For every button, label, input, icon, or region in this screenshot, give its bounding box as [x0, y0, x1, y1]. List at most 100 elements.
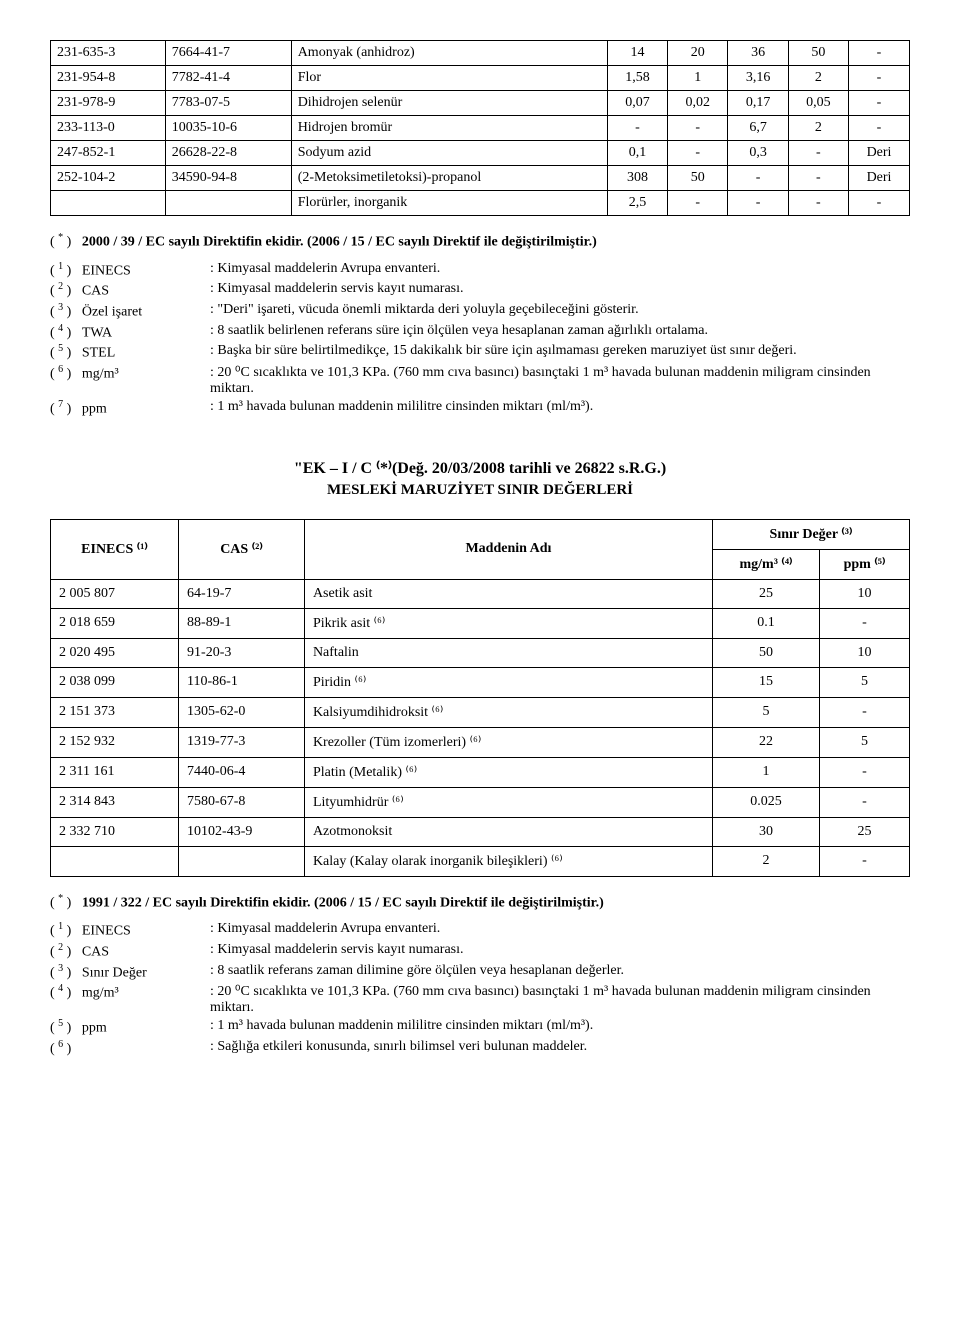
definition-row: ( 4 ) mg/m³: 20 ⁰C sıcaklıkta ve 101,3 K…: [50, 983, 910, 1016]
table-cell: 91-20-3: [179, 638, 305, 667]
definition-key: ( 1 ) EINECS: [50, 921, 210, 940]
definition-value: : 8 saatlik referans zaman dilimine göre…: [210, 963, 910, 982]
table-cell: 1319-77-3: [179, 727, 305, 757]
table-cell: Naftalin: [304, 638, 712, 667]
definition-value: : 1 m³ havada bulunan maddenin mililitre…: [210, 399, 910, 418]
section-subtitle: MESLEKİ MARUZİYET SINIR DEĞERLERİ: [50, 482, 910, 499]
definition-value: : 20 ⁰C sıcaklıkta ve 101,3 KPa. (760 mm…: [210, 364, 910, 397]
definition-value: : Kimyasal maddelerin Avrupa envanteri.: [210, 921, 910, 940]
section-title: "EK – I / C ⁽*⁾(Değ. 20/03/2008 tarihli …: [50, 458, 910, 478]
table-cell: -: [668, 191, 728, 216]
table-cell: Amonyak (anhidroz): [291, 41, 607, 66]
table-cell: Krezoller (Tüm izomerleri) ⁽⁶⁾: [304, 727, 712, 757]
table-cell: 0,3: [728, 141, 788, 166]
table-cell: 2 332 710: [51, 817, 179, 846]
table-cell: Lityumhidrür ⁽⁶⁾: [304, 787, 712, 817]
definition-key: ( 1 ) EINECS: [50, 261, 210, 280]
definition-value: : Sağlığa etkileri konusunda, sınırlı bi…: [210, 1039, 910, 1058]
table-cell: -: [728, 191, 788, 216]
table-cell: 5: [820, 667, 910, 697]
table-cell: 252-104-2: [51, 166, 166, 191]
table-cell: 2: [712, 846, 819, 876]
table-row: 2 005 80764-19-7Asetik asit2510: [51, 579, 910, 608]
table-cell: Pikrik asit ⁽⁶⁾: [304, 608, 712, 638]
table-cell: 7440-06-4: [179, 757, 305, 787]
table-cell: (2-Metoksimetiletoksi)-propanol: [291, 166, 607, 191]
table-cell: 5: [820, 727, 910, 757]
table-cell: Hidrojen bromür: [291, 116, 607, 141]
table-cell: Flor: [291, 66, 607, 91]
table-cell: Florürler, inorganik: [291, 191, 607, 216]
definition-row: ( 1 ) EINECS: Kimyasal maddelerin Avrupa…: [50, 921, 910, 940]
table-cell: 2: [788, 116, 848, 141]
chemical-table-2: EINECS ⁽¹⁾ CAS ⁽²⁾ Maddenin Adı Sınır De…: [50, 519, 910, 877]
definition-row: ( 2 ) CAS: Kimyasal maddelerin servis ka…: [50, 942, 910, 961]
table-cell: -: [788, 191, 848, 216]
definition-row: ( 5 ) ppm: 1 m³ havada bulunan maddenin …: [50, 1018, 910, 1037]
definition-row: ( 4 ) TWA: 8 saatlik belirlenen referans…: [50, 323, 910, 342]
table-row: 231-954-87782-41-4Flor1,5813,162-: [51, 66, 910, 91]
definition-key: ( 4 ) mg/m³: [50, 983, 210, 1016]
col-einecs: EINECS ⁽¹⁾: [51, 519, 179, 579]
table-cell: 0,07: [607, 91, 667, 116]
definition-key: ( 7 ) ppm: [50, 399, 210, 418]
table-cell: -: [820, 608, 910, 638]
table-cell: 1305-62-0: [179, 697, 305, 727]
table-cell: [165, 191, 291, 216]
definition-value: : Kimyasal maddelerin servis kayıt numar…: [210, 281, 910, 300]
table-cell: 50: [712, 638, 819, 667]
table-cell: 2 151 373: [51, 697, 179, 727]
table-cell: 231-954-8: [51, 66, 166, 91]
table-cell: 0,17: [728, 91, 788, 116]
table-cell: 15: [712, 667, 819, 697]
table-cell: 0.025: [712, 787, 819, 817]
table-cell: 1: [668, 66, 728, 91]
definition-key: ( 3 ) Sınır Değer: [50, 963, 210, 982]
table-cell: [179, 846, 305, 876]
table-cell: Piridin ⁽⁶⁾: [304, 667, 712, 697]
table-cell: -: [849, 41, 910, 66]
table-row: 231-978-97783-07-5Dihidrojen selenür0,07…: [51, 91, 910, 116]
table-cell: 233-113-0: [51, 116, 166, 141]
table-cell: -: [788, 141, 848, 166]
table-cell: 25: [820, 817, 910, 846]
definition-value: : 8 saatlik belirlenen referans süre içi…: [210, 323, 910, 342]
table-cell: 2,5: [607, 191, 667, 216]
table-cell: 2 020 495: [51, 638, 179, 667]
definition-value: : Kimyasal maddelerin Avrupa envanteri.: [210, 261, 910, 280]
table-cell: 20: [668, 41, 728, 66]
table-cell: 36: [728, 41, 788, 66]
table-cell: 308: [607, 166, 667, 191]
definition-key: ( 5 ) STEL: [50, 343, 210, 362]
table-cell: 231-978-9: [51, 91, 166, 116]
table-cell: Azotmonoksit: [304, 817, 712, 846]
definition-row: ( 3 ) Özel işaret: "Deri" işareti, vücud…: [50, 302, 910, 321]
table-cell: 110-86-1: [179, 667, 305, 697]
table-cell: 7664-41-7: [165, 41, 291, 66]
table-cell: 10102-43-9: [179, 817, 305, 846]
table-cell: 0,02: [668, 91, 728, 116]
table-cell: 7783-07-5: [165, 91, 291, 116]
table-cell: Deri: [849, 141, 910, 166]
table-cell: 2 152 932: [51, 727, 179, 757]
table-cell: 1,58: [607, 66, 667, 91]
table-cell: -: [788, 166, 848, 191]
definition-row: ( 6 ) mg/m³: 20 ⁰C sıcaklıkta ve 101,3 K…: [50, 364, 910, 397]
table-row: 2 332 71010102-43-9Azotmonoksit3025: [51, 817, 910, 846]
chemical-table-1: 231-635-37664-41-7Amonyak (anhidroz)1420…: [50, 40, 910, 216]
table-cell: 10035-10-6: [165, 116, 291, 141]
definition-key: ( 2 ) CAS: [50, 942, 210, 961]
definition-key: ( 6 ) mg/m³: [50, 364, 210, 397]
table-cell: 6,7: [728, 116, 788, 141]
table-cell: -: [849, 66, 910, 91]
col-cas: CAS ⁽²⁾: [179, 519, 305, 579]
definition-key: ( 3 ) Özel işaret: [50, 302, 210, 321]
table-cell: Kalay (Kalay olarak inorganik bileşikler…: [304, 846, 712, 876]
definition-key: ( 5 ) ppm: [50, 1018, 210, 1037]
table-cell: -: [668, 116, 728, 141]
table-cell: 34590-94-8: [165, 166, 291, 191]
table-cell: 64-19-7: [179, 579, 305, 608]
table-row: 2 151 3731305-62-0Kalsiyumdihidroksit ⁽⁶…: [51, 697, 910, 727]
table-cell: -: [728, 166, 788, 191]
table-cell: 2 005 807: [51, 579, 179, 608]
